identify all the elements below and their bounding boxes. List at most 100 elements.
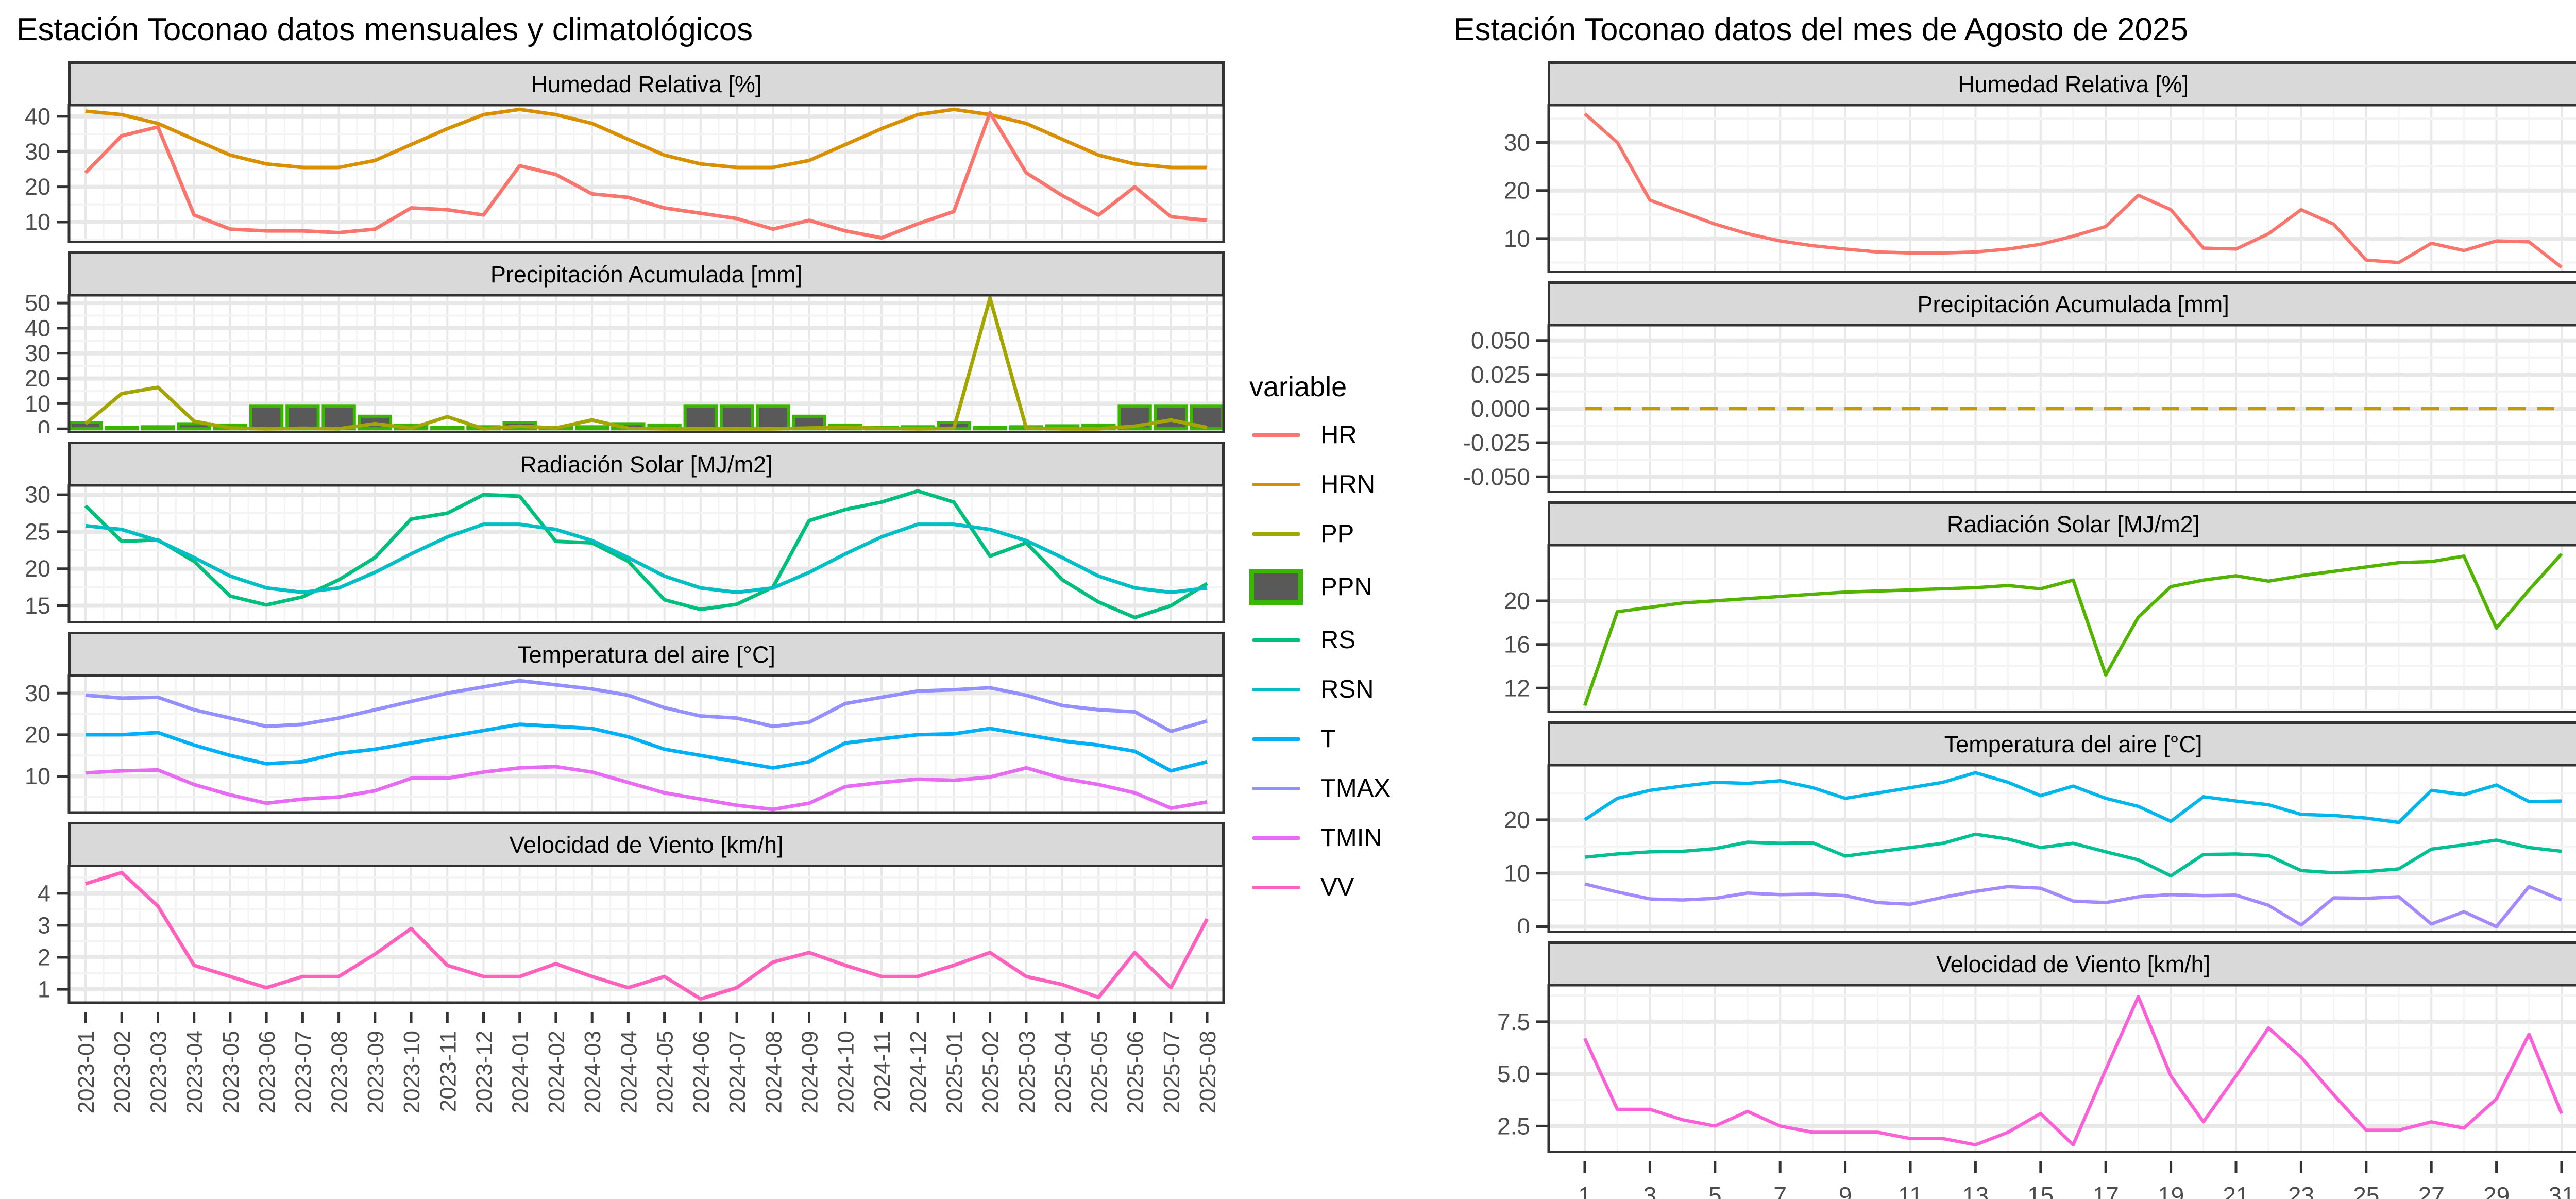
- facet-panel-precipitacion-diaria: -0.050 -0.025 0.000 0.025 0.050: [1463, 324, 2576, 493]
- svg-text:15: 15: [2027, 1182, 2054, 1199]
- daily-august-chart: Estación Toconao datos del mes de Agosto…: [1447, 4, 2576, 1199]
- facet-strip-viento-diario: Velocidad de Viento [km/h]: [1548, 941, 2576, 984]
- line-RSN: [85, 522, 1208, 595]
- left-chart-row: Humedad Relativa [%] 10 20 30 40 Precipitac…: [10, 61, 1391, 1199]
- svg-text:2023-09: 2023-09: [363, 1031, 388, 1113]
- svg-text:3: 3: [38, 912, 50, 938]
- legend-item-TMAX: TMAX: [1249, 774, 1391, 803]
- svg-text:2023-01: 2023-01: [74, 1031, 99, 1113]
- legend-item-HRN: HRN: [1249, 470, 1391, 499]
- svg-text:2023-04: 2023-04: [182, 1031, 208, 1113]
- svg-text:23: 23: [2288, 1182, 2314, 1199]
- facet-strip-humedad: Humedad Relativa [%]: [68, 61, 1225, 104]
- legend-label: PPN: [1320, 573, 1372, 601]
- svg-text:10: 10: [25, 391, 50, 417]
- y-axis-ticks: 2.5 5.0 7.5: [1497, 1008, 1548, 1139]
- svg-text:31: 31: [2549, 1182, 2575, 1199]
- svg-text:20: 20: [25, 555, 50, 582]
- y-axis-ticks: 10 20 30 40: [25, 104, 68, 235]
- right-chart-title: Estación Toconao datos del mes de Agosto…: [1453, 12, 2189, 47]
- svg-text:2025-02: 2025-02: [978, 1031, 1004, 1113]
- left-facets: Humedad Relativa [%] 10 20 30 40 Precipitac…: [10, 61, 1225, 1199]
- legend-key-line-icon: [1249, 786, 1303, 790]
- legend-item-PPN: PPN: [1249, 569, 1391, 605]
- legend-key-line-icon: [1249, 687, 1303, 691]
- grid-horizontal: [68, 876, 1225, 992]
- legend-label: PP: [1320, 520, 1354, 548]
- svg-text:30: 30: [25, 340, 50, 366]
- svg-text:21: 21: [2223, 1182, 2249, 1199]
- svg-text:2024-01: 2024-01: [508, 1031, 533, 1113]
- svg-text:19: 19: [2158, 1182, 2184, 1199]
- facet-strip-precipitacion-diaria: Precipitación Acumulada [mm]: [1548, 281, 2576, 324]
- legend-key-line-icon: [1249, 836, 1303, 840]
- svg-text:2024-07: 2024-07: [725, 1031, 750, 1113]
- legend-label: T: [1320, 725, 1336, 753]
- svg-text:29: 29: [2483, 1182, 2510, 1199]
- svg-text:10: 10: [25, 209, 50, 235]
- y-axis-ticks: 0 10 20: [1504, 806, 1548, 933]
- svg-text:7: 7: [1774, 1182, 1787, 1199]
- svg-text:2023-03: 2023-03: [146, 1031, 172, 1113]
- line-RS: [84, 489, 1208, 619]
- facet-temperatura-diaria: Temperatura del aire [°C] 0 10 20: [1447, 721, 2576, 933]
- svg-text:2024-05: 2024-05: [653, 1031, 678, 1113]
- grid-horizontal: [68, 114, 1225, 241]
- legend-label: TMIN: [1320, 824, 1382, 852]
- facet-strip-viento: Velocidad de Viento [km/h]: [68, 822, 1225, 865]
- grid-horizontal: [1548, 117, 2576, 264]
- svg-text:40: 40: [25, 315, 50, 341]
- left-chart-title: Estación Toconao datos mensuales y clima…: [16, 12, 753, 47]
- svg-text:2024-03: 2024-03: [580, 1031, 605, 1113]
- svg-text:5: 5: [1708, 1182, 1722, 1199]
- facet-panel-temperatura-diaria: 0 10 20: [1504, 764, 2576, 933]
- facet-precipitacion-diaria: Precipitación Acumulada [mm] -0.050 -0.02…: [1447, 281, 2576, 493]
- y-axis-ticks: 10 20 30: [1504, 129, 1548, 252]
- svg-text:2023-12: 2023-12: [472, 1031, 497, 1113]
- grid-horizontal: [1548, 994, 2576, 1128]
- svg-text:0: 0: [38, 416, 50, 433]
- svg-text:2024-09: 2024-09: [798, 1031, 823, 1113]
- svg-text:3: 3: [1643, 1182, 1657, 1199]
- line-T: [1584, 832, 2562, 878]
- svg-text:50: 50: [25, 294, 50, 316]
- legend-key-box-icon: [1249, 569, 1303, 605]
- facet-panel-radiacion: 15 20 25 30: [25, 484, 1225, 623]
- svg-text:12: 12: [1504, 674, 1530, 701]
- svg-text:2024-10: 2024-10: [834, 1031, 859, 1113]
- svg-text:20: 20: [1504, 806, 1530, 833]
- facet-panel-humedad-diaria: 10 20 30: [1504, 104, 2576, 273]
- facet-humedad-relativa: Humedad Relativa [%] 10 20 30 40: [10, 61, 1225, 243]
- svg-text:2025-05: 2025-05: [1087, 1031, 1112, 1113]
- svg-text:30: 30: [25, 680, 50, 706]
- svg-text:7.5: 7.5: [1497, 1008, 1530, 1035]
- svg-text:2024-08: 2024-08: [761, 1031, 786, 1113]
- svg-text:2024-11: 2024-11: [870, 1031, 895, 1112]
- legend-item-T: T: [1249, 724, 1391, 753]
- monthly-climatology-chart: Estación Toconao datos mensuales y clima…: [10, 4, 1391, 1195]
- x-axis-months: 2023-01 2023-02 2023-03 2023-04 2023-05 2023-…: [74, 1012, 1221, 1113]
- facet-precipitacion: Precipitación Acumulada [mm] 0 10 20 30 40 50: [10, 251, 1225, 433]
- legend-label: VV: [1320, 873, 1354, 901]
- left-legend-title: variable: [1249, 371, 1347, 402]
- svg-text:2023-11: 2023-11: [435, 1031, 461, 1112]
- left-legend: variable HR HRN PP PPN RS RSN T TMAX TMIN VV: [1249, 371, 1391, 922]
- svg-text:2025-03: 2025-03: [1014, 1031, 1040, 1113]
- right-facets: Humedad Relativa [%] 10 20 30 Precipitació…: [1447, 61, 2576, 1199]
- facet-panel-humedad: 10 20 30 40: [25, 104, 1225, 243]
- line-HR: [84, 111, 1208, 240]
- svg-text:2023-06: 2023-06: [255, 1031, 280, 1113]
- svg-text:2: 2: [38, 944, 50, 971]
- svg-text:17: 17: [2093, 1182, 2119, 1199]
- svg-text:30: 30: [25, 139, 50, 165]
- facet-strip-radiacion: Radiación Solar [MJ/m2]: [68, 442, 1225, 484]
- y-axis-ticks: -0.050 -0.025 0.000 0.025 0.050: [1463, 327, 1548, 490]
- svg-text:2023-02: 2023-02: [110, 1031, 135, 1113]
- line-VV: [1583, 995, 2564, 1147]
- legend-item-PP: PP: [1249, 519, 1391, 548]
- svg-text:2024-06: 2024-06: [689, 1031, 714, 1113]
- svg-text:16: 16: [1504, 631, 1530, 658]
- line-RS: [1583, 552, 2563, 706]
- svg-text:2025-08: 2025-08: [1195, 1031, 1221, 1113]
- facet-panel-temperatura: 10 20 30: [25, 674, 1225, 814]
